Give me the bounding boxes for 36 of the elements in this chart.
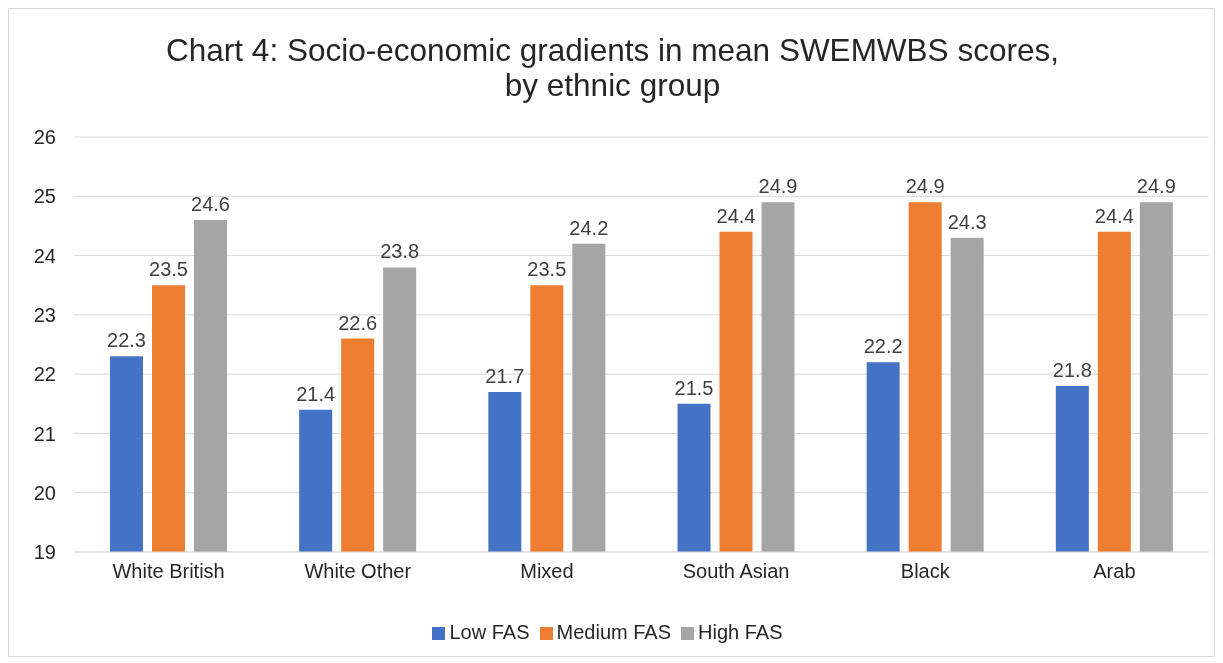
y-tick-label: 26 [33, 126, 56, 149]
data-label: 24.9 [758, 175, 798, 198]
x-tick-label: Mixed [520, 560, 574, 583]
data-label: 22.3 [107, 329, 146, 352]
data-label: 24.6 [191, 193, 230, 215]
y-tick-label: 24 [33, 244, 56, 267]
data-label: 21.4 [296, 382, 336, 405]
data-label: 23.8 [380, 240, 420, 263]
x-tick-label: White Other [304, 560, 412, 583]
y-tick-label: 23 [33, 303, 56, 326]
data-label: 24.9 [1136, 175, 1176, 198]
x-tick-label: Black [900, 560, 951, 583]
y-tick-label: 20 [33, 481, 56, 504]
data-label: 23.5 [527, 258, 567, 281]
legend-label: Medium FAS [556, 621, 672, 643]
data-label: 24.9 [905, 175, 945, 198]
legend-label: High FAS [698, 621, 783, 643]
data-label: 22.6 [338, 311, 378, 334]
data-label: 24.3 [947, 210, 987, 233]
data-label: 24.2 [569, 216, 609, 239]
data-label: 21.7 [485, 364, 525, 387]
y-tick-label: 21 [33, 422, 56, 445]
data-label: 21.8 [1052, 359, 1092, 381]
x-tick-label: Arab [1093, 560, 1136, 583]
y-tick-label: 25 [33, 185, 56, 208]
data-label: 23.5 [149, 258, 188, 281]
y-tick-label: 22 [33, 363, 56, 386]
data-label: 24.4 [1094, 204, 1134, 227]
legend-label: Low FAS [449, 621, 530, 643]
x-tick-label: South Asian [682, 560, 790, 583]
data-label: 22.2 [863, 335, 903, 358]
y-tick-label: 19 [33, 541, 56, 564]
data-label: 21.5 [674, 376, 714, 399]
x-tick-label: White British [112, 560, 225, 583]
data-label: 24.4 [716, 204, 756, 227]
chart-title: Chart 4: Socio-economic gradients in mean SWEMWBS scores, by ethnic group [165, 32, 1060, 103]
